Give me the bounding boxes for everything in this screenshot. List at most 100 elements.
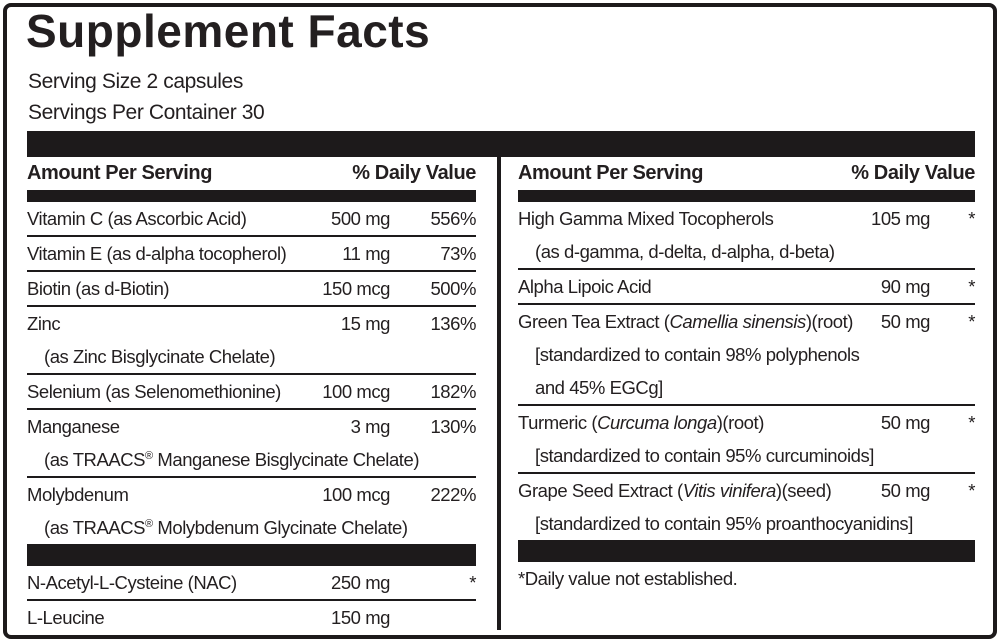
nutrient-row-alpha-lipoic-acid: Alpha Lipoic Acid 90 mg * — [518, 270, 975, 303]
nutrient-name: Selenium (as Selenomethionine) — [27, 381, 281, 402]
nutrient-dv: 73% — [440, 243, 476, 264]
row-divider — [27, 373, 476, 375]
nutrient-name: High Gamma Mixed Tocopherols — [518, 208, 774, 229]
sub-ingredient-line: [standardized to contain 98% polyphenols — [535, 344, 860, 365]
nutrient-row-turmeric: Turmeric (Curcuma longa)(root) 50 mg * — [518, 406, 975, 439]
sub-ingredient-line: (as TRAACS® Molybdenum Glycinate Chelate… — [44, 517, 408, 538]
nutrient-name: Green Tea Extract (Camellia sinensis)(ro… — [518, 311, 854, 332]
nutrient-dv — [390, 601, 476, 634]
registered-mark: ® — [145, 517, 153, 530]
row-divider — [27, 408, 476, 410]
column-header-left: Amount Per Serving % Daily Value — [27, 157, 476, 190]
nutrient-name: Manganese — [27, 416, 120, 437]
row-divider — [518, 303, 975, 305]
row-divider — [518, 404, 975, 406]
nutrient-name: N-Acetyl-L-Cysteine (NAC) — [27, 572, 237, 593]
nutrient-row-vitamin-e: Vitamin E (as d-alpha tocopherol) 11 mg … — [27, 237, 476, 270]
nutrient-name: Grape Seed Extract (Vitis vinifera)(seed… — [518, 480, 832, 501]
nutrient-amount: 50 mg — [880, 412, 931, 433]
nutrient-dv: * — [968, 311, 975, 332]
nutrient-amount: 150 mcg — [322, 278, 390, 299]
nutrient-dv: * — [968, 480, 975, 501]
nutrient-dv: 130% — [430, 416, 476, 437]
nutrient-row-green-tea: Green Tea Extract (Camellia sinensis)(ro… — [518, 305, 975, 338]
nutrient-amount: 105 mg — [870, 208, 930, 229]
row-divider — [27, 476, 476, 478]
page-title: Supplement Facts — [26, 5, 431, 57]
botanical-name: Vitis vinifera — [682, 480, 777, 501]
nutrient-row-grape-seed: Grape Seed Extract (Vitis vinifera)(seed… — [518, 474, 975, 507]
nutrient-dv: * — [968, 412, 975, 433]
nutrient-amount: 50 mg — [880, 311, 931, 332]
left-column: Vitamin C (as Ascorbic Acid) 500 mg 556%… — [27, 202, 476, 634]
row-divider — [27, 305, 476, 307]
header-underline-bar — [27, 190, 476, 202]
row-divider — [518, 472, 975, 474]
registered-mark: ® — [145, 449, 153, 462]
nutrient-dv: 222% — [430, 484, 476, 505]
nutrient-name: Turmeric (Curcuma longa)(root) — [518, 412, 764, 433]
nutrient-row-nac: N-Acetyl-L-Cysteine (NAC) 250 mg * — [27, 566, 476, 599]
nutrient-dv: 136% — [430, 313, 476, 334]
nutrient-amount: 100 mcg — [322, 484, 390, 505]
nutrient-row-molybdenum: Molybdenum 100 mcg 222% — [27, 478, 476, 511]
nutrient-amount: 3 mg — [350, 416, 391, 437]
column-divider — [497, 157, 501, 630]
nutrient-name: Biotin (as d-Biotin) — [27, 278, 170, 299]
nutrient-dv: * — [968, 208, 975, 229]
servings-per-container: Servings Per Container 30 — [28, 101, 265, 124]
nutrient-amount: 90 mg — [880, 276, 931, 297]
nutrient-name: Molybdenum — [27, 484, 129, 505]
sub-ingredient-line: [standardized to contain 95% proanthocya… — [535, 513, 913, 534]
serving-size: Serving Size 2 capsules — [28, 70, 243, 93]
nutrient-amount: 11 mg — [342, 243, 390, 264]
botanical-name: Camellia sinensis — [669, 311, 807, 332]
nutrient-name: Alpha Lipoic Acid — [518, 276, 652, 297]
daily-value-footnote: *Daily value not established. — [518, 568, 738, 589]
amount-per-serving-label: Amount Per Serving — [518, 162, 704, 184]
mid-separator-bar — [518, 540, 975, 562]
column-header-right: Amount Per Serving % Daily Value — [518, 157, 975, 190]
sub-ingredient-line: [standardized to contain 95% curcuminoid… — [535, 445, 874, 466]
row-divider — [27, 599, 476, 601]
sub-ingredient-line: (as TRAACS® Manganese Bisglycinate Chela… — [44, 449, 420, 470]
nutrient-row-zinc: Zinc 15 mg 136% — [27, 307, 476, 340]
top-separator-bar — [27, 131, 975, 157]
mid-separator-bar — [27, 544, 476, 566]
sub-ingredient-line: (as d-gamma, d-delta, d-alpha, d-beta) — [535, 241, 835, 262]
nutrient-row-biotin: Biotin (as d-Biotin) 150 mcg 500% — [27, 272, 476, 305]
nutrient-amount: 50 mg — [880, 480, 931, 501]
nutrient-row-tocopherols: High Gamma Mixed Tocopherols 105 mg * — [518, 202, 975, 235]
sub-ingredient-line: and 45% EGCg] — [535, 377, 663, 398]
nutrient-amount: 250 mg — [330, 572, 390, 593]
row-divider — [518, 268, 975, 270]
nutrient-row-vitamin-c: Vitamin C (as Ascorbic Acid) 500 mg 556% — [27, 202, 476, 235]
nutrient-amount: 100 mcg — [322, 381, 390, 402]
nutrient-amount: 500 mg — [330, 208, 390, 229]
nutrient-row-l-leucine: L-Leucine 150 mg — [27, 601, 476, 634]
right-column: High Gamma Mixed Tocopherols 105 mg * (a… — [518, 202, 975, 595]
botanical-name: Curcuma longa — [597, 412, 717, 433]
nutrient-name: Vitamin C (as Ascorbic Acid) — [27, 208, 247, 229]
nutrient-amount: 150 mg — [330, 607, 390, 628]
daily-value-label: % Daily Value — [352, 162, 476, 184]
nutrient-dv: 500% — [430, 278, 476, 299]
row-divider — [27, 235, 476, 237]
nutrient-name: Vitamin E (as d-alpha tocopherol) — [27, 243, 287, 264]
nutrient-dv: * — [469, 572, 476, 593]
row-divider — [27, 270, 476, 272]
header-underline-bar — [518, 190, 975, 202]
nutrient-dv: 182% — [430, 381, 476, 402]
label-frame — [3, 3, 997, 639]
sub-ingredient-line: (as Zinc Bisglycinate Chelate) — [44, 346, 276, 367]
amount-per-serving-label: Amount Per Serving — [27, 162, 213, 184]
nutrient-row-manganese: Manganese 3 mg 130% — [27, 410, 476, 443]
nutrient-name: L-Leucine — [27, 607, 105, 628]
nutrient-dv: * — [968, 276, 975, 297]
nutrient-dv: 556% — [430, 208, 476, 229]
nutrient-name: Zinc — [27, 313, 61, 334]
daily-value-label: % Daily Value — [851, 162, 975, 184]
nutrient-row-selenium: Selenium (as Selenomethionine) 100 mcg 1… — [27, 375, 476, 408]
nutrient-amount: 15 mg — [340, 313, 391, 334]
